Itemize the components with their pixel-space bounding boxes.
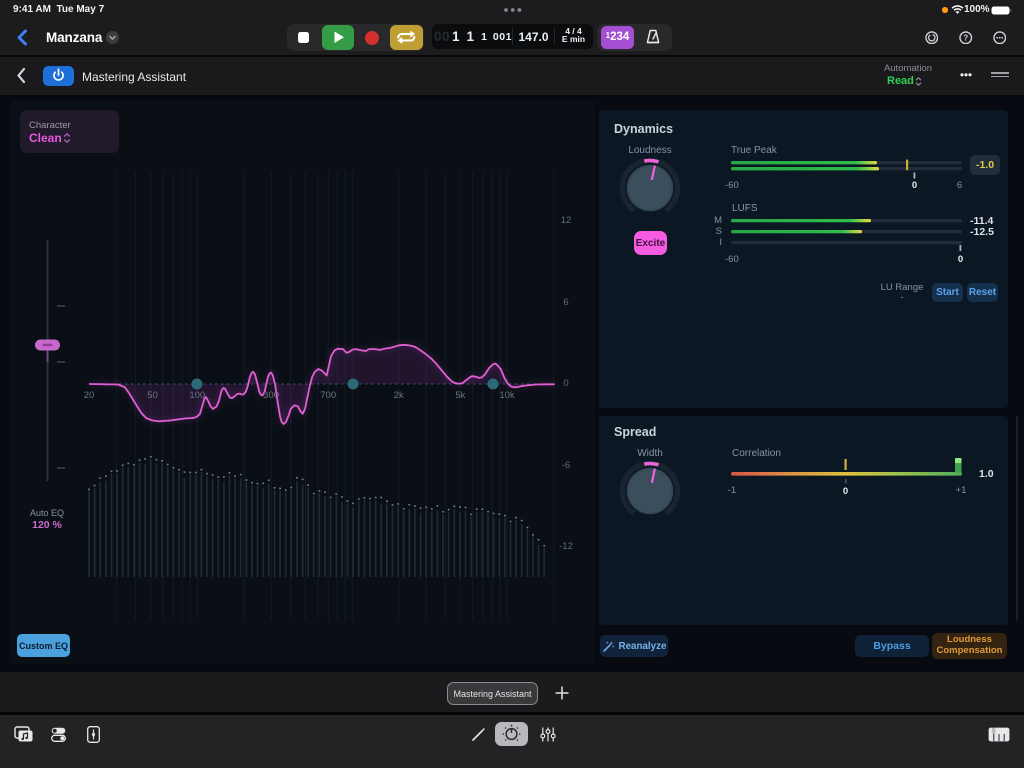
svg-text:?: ? [963,33,968,42]
